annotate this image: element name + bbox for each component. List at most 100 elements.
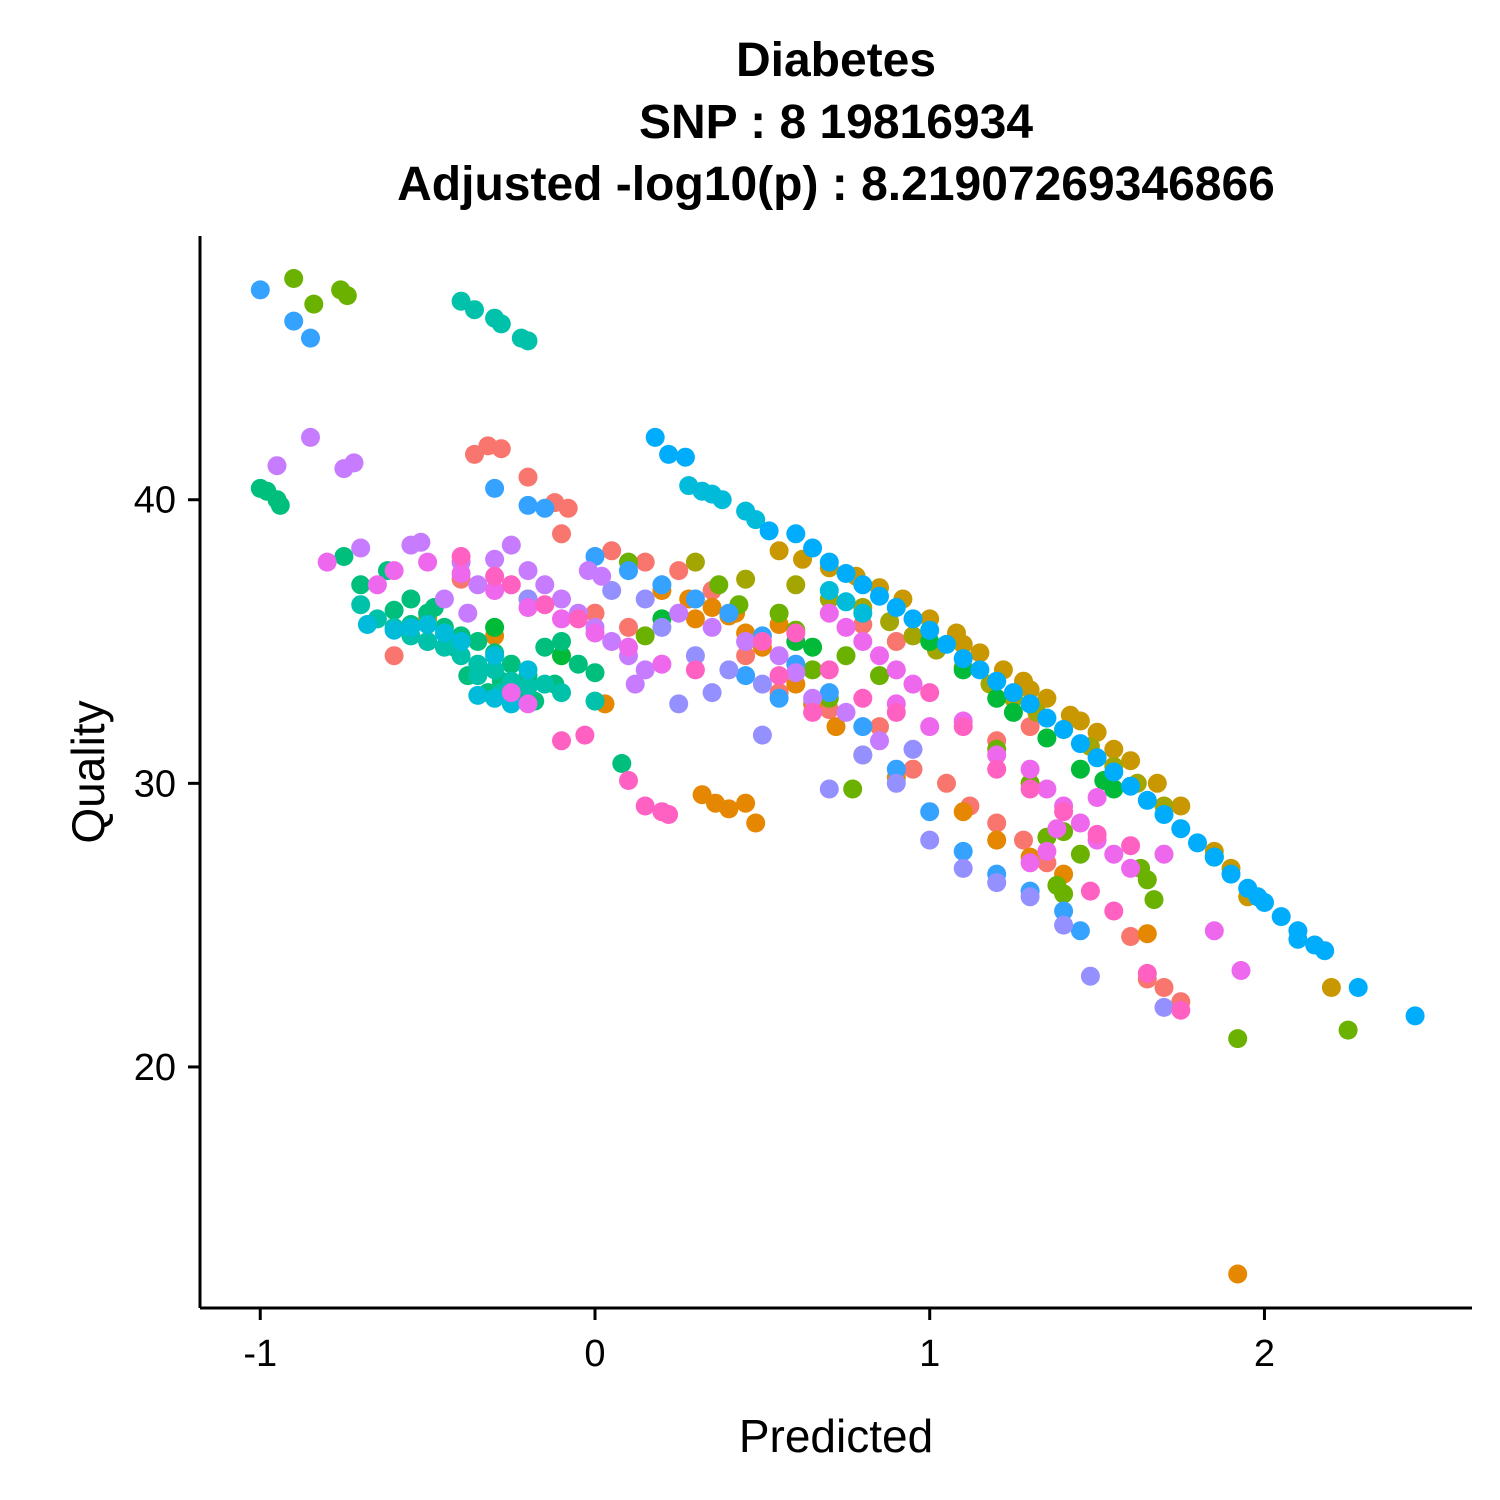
data-point — [501, 683, 521, 703]
data-point — [501, 575, 521, 595]
data-point — [485, 646, 505, 666]
data-point — [1087, 748, 1107, 768]
data-point — [652, 617, 672, 637]
x-axis-title: Predicted — [739, 1410, 933, 1462]
data-point — [1020, 759, 1040, 779]
data-point — [1121, 858, 1141, 878]
data-point — [953, 634, 973, 654]
data-point — [819, 581, 839, 600]
data-point — [1271, 907, 1291, 927]
data-point — [1070, 734, 1090, 754]
data-point — [1054, 915, 1074, 935]
data-point — [585, 623, 605, 643]
data-point — [1154, 997, 1174, 1017]
data-point — [518, 467, 538, 487]
data-point — [836, 646, 856, 666]
data-point — [267, 456, 287, 476]
data-point — [669, 561, 689, 581]
data-point — [602, 581, 622, 600]
data-point — [659, 444, 679, 464]
data-point — [853, 745, 873, 765]
data-point — [344, 453, 364, 473]
data-point — [1087, 722, 1107, 742]
data-point — [575, 725, 595, 745]
data-point — [1248, 887, 1268, 907]
data-point — [619, 561, 638, 581]
data-point — [819, 779, 839, 799]
data-point — [585, 691, 605, 711]
data-point — [1054, 901, 1074, 921]
data-point — [903, 739, 923, 759]
data-point — [903, 759, 923, 779]
data-point — [769, 646, 789, 666]
data-point — [384, 600, 404, 620]
data-point — [920, 683, 940, 703]
data-point — [401, 617, 421, 637]
data-point — [1147, 773, 1167, 793]
data-point — [485, 478, 505, 498]
data-point — [987, 813, 1007, 833]
data-point — [518, 598, 538, 617]
data-point — [619, 637, 638, 657]
data-point — [886, 598, 906, 617]
data-point — [843, 779, 863, 799]
data-point — [458, 603, 478, 623]
data-point — [1037, 779, 1057, 799]
data-point — [1104, 779, 1124, 799]
data-point — [518, 677, 538, 697]
data-point — [836, 564, 856, 583]
data-point — [518, 561, 538, 581]
data-point — [619, 771, 638, 790]
data-point — [803, 538, 823, 558]
data-point — [1154, 978, 1174, 997]
x-axis-ticks: -1 0 1 2 — [243, 1308, 1275, 1375]
data-point — [987, 759, 1007, 779]
data-point — [250, 280, 270, 300]
data-point — [568, 609, 588, 629]
data-point — [702, 683, 722, 703]
data-point — [870, 731, 889, 751]
data-point — [836, 617, 856, 637]
data-point — [1154, 844, 1174, 864]
data-point — [501, 654, 521, 674]
data-point — [987, 873, 1007, 893]
data-point — [1054, 802, 1074, 822]
data-point — [1087, 824, 1107, 844]
data-point — [1104, 844, 1124, 864]
data-point — [619, 617, 638, 637]
data-point — [1121, 751, 1141, 771]
data-point — [1204, 921, 1224, 941]
data-point — [759, 521, 779, 541]
data-point — [853, 575, 873, 595]
data-point — [485, 581, 505, 600]
data-point — [1104, 739, 1124, 759]
data-point — [1228, 1029, 1248, 1049]
data-point — [635, 589, 655, 609]
data-point — [1087, 788, 1107, 807]
x-tick-label: 0 — [584, 1333, 605, 1375]
data-point — [485, 660, 505, 680]
data-point — [334, 547, 354, 566]
data-point — [786, 663, 806, 683]
data-point — [736, 666, 756, 686]
data-point — [803, 660, 823, 680]
data-point — [1137, 790, 1157, 810]
data-point — [1054, 884, 1074, 904]
data-point — [987, 830, 1007, 850]
data-point — [987, 745, 1007, 765]
data-point — [418, 615, 438, 634]
data-point — [552, 524, 571, 544]
data-point — [685, 660, 705, 680]
data-point — [301, 328, 320, 348]
data-point — [702, 598, 722, 617]
data-point — [384, 561, 404, 581]
data-point — [836, 592, 856, 612]
data-point — [903, 626, 923, 646]
data-point — [612, 754, 632, 773]
data-point — [451, 564, 471, 583]
data-point — [468, 575, 488, 595]
data-point — [702, 617, 722, 637]
data-point — [1348, 978, 1368, 997]
data-point — [1137, 963, 1157, 983]
